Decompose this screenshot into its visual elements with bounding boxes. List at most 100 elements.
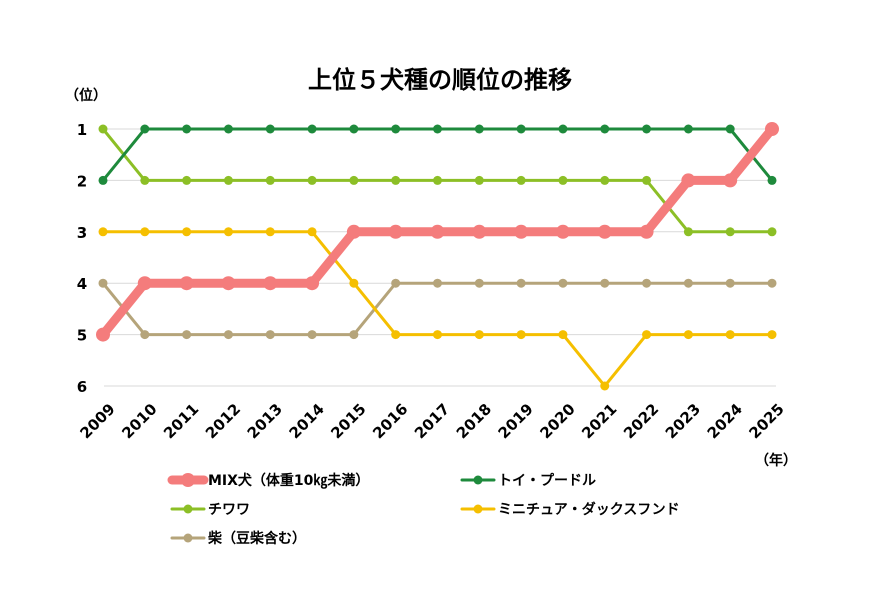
y-tick-label: 3 bbox=[77, 224, 87, 242]
data-point bbox=[642, 124, 652, 134]
data-point bbox=[265, 175, 275, 185]
data-point bbox=[96, 327, 110, 342]
data-point bbox=[307, 124, 317, 134]
data-point bbox=[600, 124, 610, 134]
data-point bbox=[98, 175, 108, 185]
data-point bbox=[98, 124, 108, 134]
x-tick-label: 2016 bbox=[369, 400, 411, 442]
y-tick-labels: 1 2 3 4 5 6 bbox=[77, 121, 87, 396]
data-point bbox=[514, 224, 529, 239]
legend-item: ミニチュア・ダックスフンド bbox=[460, 501, 680, 518]
data-point bbox=[433, 278, 442, 288]
legend-item: 柴（豆柴含む） bbox=[170, 530, 306, 547]
legend-label: MIX犬（体重10㎏未満） bbox=[208, 472, 369, 490]
x-tick-label: 2020 bbox=[536, 400, 578, 442]
x-tick-label: 2009 bbox=[77, 400, 119, 442]
data-point bbox=[307, 227, 317, 237]
data-point bbox=[642, 278, 652, 288]
y-tick-label: 2 bbox=[77, 172, 87, 190]
x-tick-label: 2017 bbox=[411, 400, 453, 442]
data-point bbox=[558, 175, 568, 185]
data-point bbox=[723, 173, 738, 188]
data-point bbox=[182, 330, 192, 340]
series-4 bbox=[98, 278, 777, 340]
data-point bbox=[305, 276, 320, 291]
data-point bbox=[223, 175, 233, 185]
data-point bbox=[430, 224, 445, 239]
y-tick-label: 6 bbox=[77, 378, 87, 396]
data-point bbox=[433, 330, 442, 340]
data-point bbox=[307, 175, 317, 185]
data-point bbox=[639, 224, 654, 239]
legend-swatch-marker bbox=[473, 475, 483, 485]
data-point bbox=[600, 278, 610, 288]
series-1 bbox=[98, 124, 777, 185]
legend-item: チワワ bbox=[170, 502, 250, 518]
data-point bbox=[516, 330, 526, 340]
data-point bbox=[767, 175, 777, 185]
legend-swatch-marker bbox=[183, 533, 193, 543]
series-line bbox=[101, 127, 774, 182]
data-point bbox=[725, 227, 735, 237]
x-tick-label: 2012 bbox=[202, 400, 244, 442]
data-point bbox=[474, 278, 484, 288]
data-point bbox=[681, 173, 696, 188]
data-point bbox=[765, 122, 779, 136]
data-point bbox=[179, 276, 194, 291]
data-point bbox=[725, 124, 735, 134]
data-point bbox=[391, 278, 401, 288]
data-point bbox=[725, 330, 735, 340]
data-point bbox=[265, 330, 275, 340]
x-tick-label: 2015 bbox=[327, 400, 369, 442]
x-tick-label: 2010 bbox=[118, 400, 160, 442]
data-point bbox=[683, 330, 693, 340]
data-point bbox=[349, 330, 359, 340]
data-point bbox=[642, 330, 652, 340]
legend-label: ミニチュア・ダックスフンド bbox=[498, 501, 680, 518]
x-tick-label: 2011 bbox=[160, 400, 202, 442]
data-point bbox=[140, 175, 150, 185]
data-point bbox=[140, 227, 150, 237]
data-point bbox=[223, 124, 233, 134]
series-2 bbox=[98, 124, 777, 237]
x-tick-label: 2021 bbox=[578, 400, 620, 442]
data-point bbox=[472, 224, 487, 239]
series-lines bbox=[96, 122, 779, 391]
series-line bbox=[101, 230, 774, 388]
data-point bbox=[349, 124, 359, 134]
legend-swatch-marker bbox=[473, 504, 483, 514]
data-point bbox=[391, 175, 401, 185]
data-point bbox=[725, 278, 735, 288]
data-point bbox=[391, 124, 401, 134]
data-point bbox=[474, 330, 484, 340]
data-point bbox=[767, 227, 777, 237]
legend-item: トイ・プードル bbox=[460, 473, 596, 489]
data-point bbox=[223, 227, 233, 237]
data-point bbox=[767, 278, 777, 288]
data-point bbox=[433, 175, 442, 185]
series-0 bbox=[96, 122, 779, 342]
data-point bbox=[555, 224, 570, 239]
data-point bbox=[600, 175, 610, 185]
legend-item: MIX犬（体重10㎏未満） bbox=[167, 472, 369, 490]
x-tick-label: 2018 bbox=[453, 400, 495, 442]
data-point bbox=[346, 224, 361, 239]
data-point bbox=[182, 227, 192, 237]
data-point bbox=[474, 124, 484, 134]
data-point bbox=[263, 276, 278, 291]
data-point bbox=[140, 124, 150, 134]
data-point bbox=[391, 330, 401, 340]
x-tick-label: 2025 bbox=[746, 400, 788, 442]
legend-label: トイ・プードル bbox=[498, 473, 596, 489]
data-point bbox=[265, 124, 275, 134]
x-tick-label: 2022 bbox=[620, 400, 662, 442]
data-point bbox=[137, 276, 152, 291]
y-axis-unit: （位） bbox=[65, 87, 107, 104]
x-axis-unit: （年） bbox=[755, 452, 797, 469]
data-point bbox=[558, 278, 568, 288]
data-point bbox=[516, 278, 526, 288]
data-point bbox=[307, 330, 317, 340]
y-tick-label: 5 bbox=[77, 327, 87, 345]
